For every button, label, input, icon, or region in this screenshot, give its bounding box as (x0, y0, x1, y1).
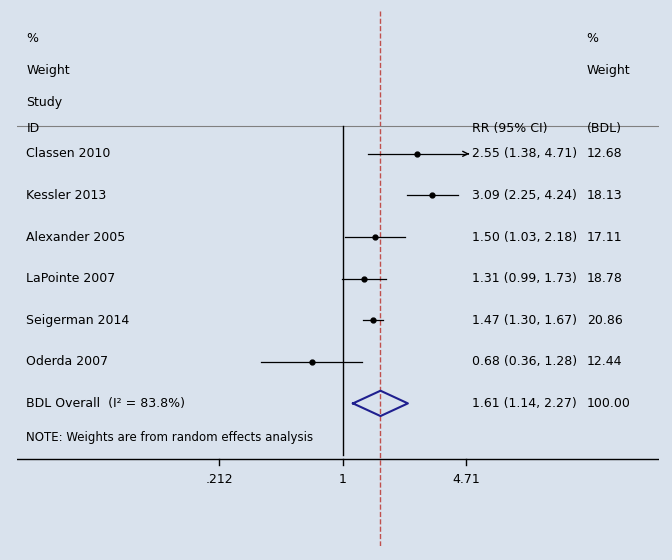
Text: Weight: Weight (26, 64, 70, 77)
Text: Study: Study (26, 96, 62, 109)
Text: %: % (26, 32, 38, 45)
Text: .212: .212 (205, 473, 233, 486)
Text: 1.31 (0.99, 1.73): 1.31 (0.99, 1.73) (472, 272, 577, 285)
Text: %: % (587, 32, 599, 45)
Text: RR (95% CI): RR (95% CI) (472, 122, 548, 134)
Text: 18.78: 18.78 (587, 272, 622, 285)
Text: (BDL): (BDL) (587, 122, 622, 134)
Text: 17.11: 17.11 (587, 231, 622, 244)
Text: 100.00: 100.00 (587, 397, 630, 410)
Text: 20.86: 20.86 (587, 314, 622, 326)
Text: 12.68: 12.68 (587, 147, 622, 160)
Text: 0.68 (0.36, 1.28): 0.68 (0.36, 1.28) (472, 355, 577, 368)
Text: BDL Overall  (I² = 83.8%): BDL Overall (I² = 83.8%) (26, 397, 185, 410)
Text: Seigerman 2014: Seigerman 2014 (26, 314, 130, 326)
Text: 1.50 (1.03, 2.18): 1.50 (1.03, 2.18) (472, 231, 577, 244)
Text: Weight: Weight (587, 64, 630, 77)
Text: Alexander 2005: Alexander 2005 (26, 231, 126, 244)
Text: ID: ID (26, 122, 40, 134)
Text: 2.55 (1.38, 4.71): 2.55 (1.38, 4.71) (472, 147, 577, 160)
Text: Kessler 2013: Kessler 2013 (26, 189, 107, 202)
Text: LaPointe 2007: LaPointe 2007 (26, 272, 116, 285)
Text: 18.13: 18.13 (587, 189, 622, 202)
Text: 1.61 (1.14, 2.27): 1.61 (1.14, 2.27) (472, 397, 577, 410)
Text: NOTE: Weights are from random effects analysis: NOTE: Weights are from random effects an… (26, 431, 314, 444)
Text: 12.44: 12.44 (587, 355, 622, 368)
Text: Classen 2010: Classen 2010 (26, 147, 111, 160)
Text: 4.71: 4.71 (452, 473, 480, 486)
Text: 1.47 (1.30, 1.67): 1.47 (1.30, 1.67) (472, 314, 577, 326)
Text: Oderda 2007: Oderda 2007 (26, 355, 109, 368)
Text: 1: 1 (339, 473, 347, 486)
Text: 3.09 (2.25, 4.24): 3.09 (2.25, 4.24) (472, 189, 577, 202)
